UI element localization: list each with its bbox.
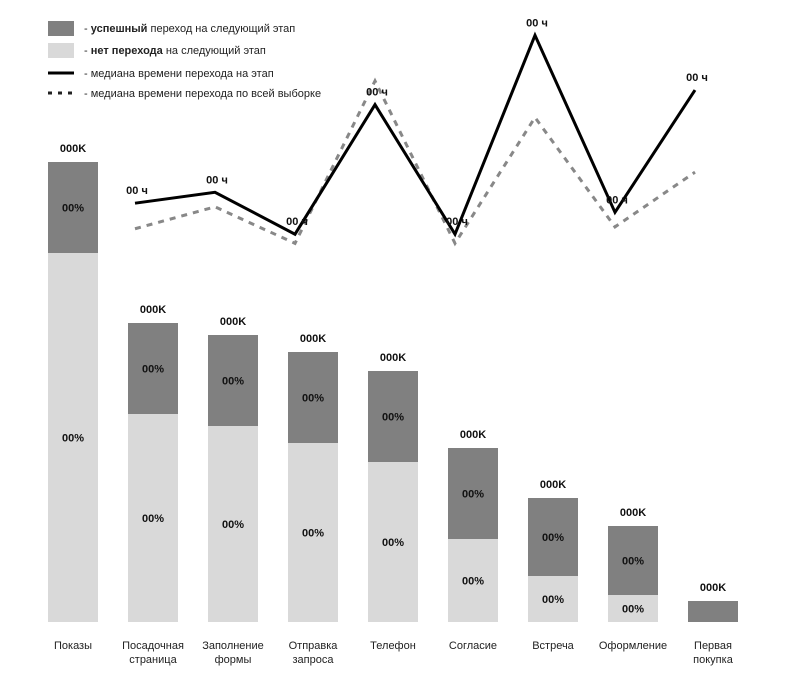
bar-success-label: 00% bbox=[142, 364, 164, 376]
category-label: Заполнение формы bbox=[202, 640, 264, 666]
legend-label-1: - нет перехода на следующий этап bbox=[84, 45, 266, 57]
bar-total-label: 000K bbox=[300, 333, 326, 345]
bar-total-label: 000K bbox=[60, 143, 86, 155]
legend-label-2: - медиана времени перехода на этап bbox=[84, 68, 274, 80]
category-label: Первая покупка bbox=[693, 640, 734, 666]
bar-success bbox=[208, 335, 258, 426]
bar-no-transition bbox=[368, 462, 418, 622]
bar-success-label: 00% bbox=[62, 203, 84, 215]
category-label: Встреча bbox=[532, 640, 574, 652]
bar-success-label: 00% bbox=[542, 532, 564, 544]
bar-success bbox=[288, 352, 338, 443]
legend-swatch-0 bbox=[48, 21, 74, 36]
bar-no-transition-label: 00% bbox=[382, 537, 404, 549]
bar-no-transition bbox=[448, 539, 498, 622]
median-stage-point-label: 00 ч bbox=[366, 87, 388, 99]
bar-success bbox=[48, 162, 98, 253]
median-stage-point-label: 00 ч bbox=[446, 216, 468, 228]
category-label: Оформление bbox=[599, 640, 667, 652]
median-stage-point-label: 00 ч bbox=[126, 185, 148, 197]
bar-total-label: 000K bbox=[540, 479, 566, 491]
bar-total-label: 000K bbox=[220, 316, 246, 328]
bar-success-label: 00% bbox=[382, 412, 404, 424]
category-label: Показы bbox=[54, 640, 92, 652]
legend-label-0: - успешный переход на следующий этап bbox=[84, 23, 295, 35]
bar-success bbox=[608, 526, 658, 595]
bar-success bbox=[368, 371, 418, 462]
bar-success bbox=[528, 498, 578, 576]
legend-swatch-1 bbox=[48, 43, 74, 58]
bar-no-transition-label: 00% bbox=[142, 513, 164, 525]
bar-no-transition bbox=[128, 414, 178, 622]
bar-success-label: 00% bbox=[302, 393, 324, 405]
legend: - успешный переход на следующий этап - не… bbox=[48, 21, 321, 100]
median-stage-line bbox=[134, 31, 697, 238]
median-stage-point-label: 00 ч bbox=[206, 174, 228, 186]
bar-success-label: 00% bbox=[622, 556, 644, 568]
bar-no-transition-label: 00% bbox=[622, 604, 644, 616]
category-label: Согласие bbox=[449, 640, 497, 652]
bar-success bbox=[688, 601, 738, 622]
bar-no-transition-label: 00% bbox=[302, 528, 324, 540]
median-stage-point-label: 00 ч bbox=[526, 17, 548, 29]
bar-total-label: 000K bbox=[140, 304, 166, 316]
bar-total-label: 000K bbox=[620, 507, 646, 519]
category-labels: Показы Посадочная страница Заполнение формы О… bbox=[54, 640, 734, 666]
time-lines: 00 ч 00 ч 00 ч 00 ч 00 ч 00 ч 00 ч 00 ч bbox=[126, 17, 708, 247]
bar-no-transition-label: 00% bbox=[222, 519, 244, 531]
category-label: Телефон bbox=[370, 640, 416, 652]
bar-total-label: 000K bbox=[460, 429, 486, 441]
bar-success bbox=[448, 448, 498, 539]
median-stage-point-label: 00 ч bbox=[606, 194, 628, 206]
bar-no-transition bbox=[208, 426, 258, 622]
bar-no-transition-label: 00% bbox=[542, 594, 564, 606]
median-overall-line bbox=[134, 77, 696, 247]
bars: 00% 00% 000K 00% 00% 000K 00% 00% 000K 00% 00% 000K… bbox=[48, 143, 738, 622]
category-label: Отправка запроса bbox=[289, 640, 339, 666]
category-label: Посадочная страница bbox=[122, 640, 184, 666]
bar-no-transition-label: 00% bbox=[462, 576, 484, 588]
legend-label-3: - медиана времени перехода по всей выбор… bbox=[84, 88, 321, 100]
bar-no-transition-label: 00% bbox=[62, 433, 84, 445]
bar-no-transition bbox=[528, 576, 578, 622]
bar-success bbox=[128, 323, 178, 414]
bar-total-label: 000K bbox=[700, 582, 726, 594]
bar-success-label: 00% bbox=[462, 489, 484, 501]
median-stage-point-label: 00 ч bbox=[286, 216, 308, 228]
bar-no-transition bbox=[48, 253, 98, 622]
median-stage-point-label: 00 ч bbox=[686, 72, 708, 84]
bar-no-transition bbox=[608, 595, 658, 622]
bar-success-label: 00% bbox=[222, 376, 244, 388]
bar-total-label: 000K bbox=[380, 352, 406, 364]
bar-no-transition bbox=[288, 443, 338, 622]
